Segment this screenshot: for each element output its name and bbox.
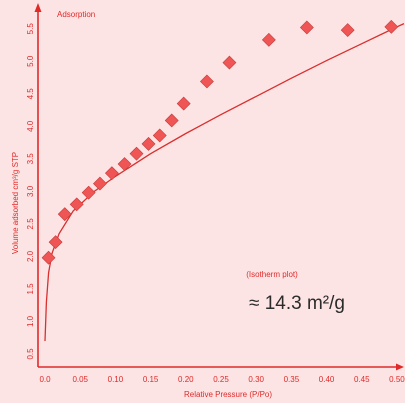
x-tick-label: 0.05 <box>72 375 88 384</box>
y-tick-label: 1.0 <box>26 315 35 327</box>
x-tick-label: 0.45 <box>354 375 370 384</box>
data-point <box>69 197 84 212</box>
y-tick-label: 2.0 <box>26 250 35 262</box>
data-point <box>129 146 144 161</box>
x-tick-label: 0.30 <box>248 375 264 384</box>
data-point <box>41 250 56 265</box>
x-tick-label: 0.20 <box>178 375 194 384</box>
y-tick-label: 3.0 <box>26 185 35 197</box>
y-tick-label: 5.0 <box>26 55 35 67</box>
data-point <box>141 136 156 151</box>
x-tick-label: 0.15 <box>143 375 159 384</box>
series-label-adsorption: Adsorption <box>57 10 95 19</box>
y-tick-label: 3.5 <box>26 153 35 165</box>
annotation-method: (Isotherm plot) <box>246 270 298 279</box>
y-axis-arrow <box>34 3 42 12</box>
x-tick-label: 0.50 <box>389 375 405 384</box>
y-axis-title: Volume adsorbed cm³/g STP <box>11 152 20 254</box>
axis-layer <box>34 3 404 371</box>
data-point <box>81 185 96 200</box>
data-point <box>199 74 214 89</box>
data-point <box>93 176 107 191</box>
x-axis-title: Relative Pressure (P/Po) <box>184 390 272 399</box>
x-tick-label: 0.40 <box>319 375 335 384</box>
text-layer: 0.0 0.05 0.10 0.15 0.20 0.25 0.30 0.35 0.40 0.45 0… <box>26 23 405 384</box>
y-tick-label: 1.5 <box>26 283 35 295</box>
y-tick-label: 4.5 <box>26 88 35 100</box>
data-point <box>340 23 355 37</box>
data-point <box>261 32 276 47</box>
annotation-result: ≈ 14.3 m²/g <box>249 293 345 314</box>
data-point <box>384 19 399 34</box>
data-point <box>57 207 72 222</box>
data-point <box>152 128 167 143</box>
data-point <box>222 55 237 70</box>
x-tick-label: 0.25 <box>213 375 229 384</box>
marker-layer <box>41 19 399 265</box>
data-point <box>299 20 314 35</box>
x-axis-arrow <box>396 363 404 371</box>
y-tick-label: 2.5 <box>26 218 35 230</box>
y-tick-label: 4.0 <box>26 120 35 132</box>
y-tick-label: 0.5 <box>26 348 35 360</box>
x-tick-label: 0.35 <box>284 375 300 384</box>
y-tick-label: 5.5 <box>26 23 35 35</box>
data-point <box>164 113 179 128</box>
x-tick-label: 0.0 <box>39 375 51 384</box>
data-point <box>176 96 191 111</box>
data-point <box>104 166 119 181</box>
data-point <box>117 157 132 171</box>
data-point <box>48 235 63 250</box>
x-tick-label: 0.10 <box>108 375 124 384</box>
